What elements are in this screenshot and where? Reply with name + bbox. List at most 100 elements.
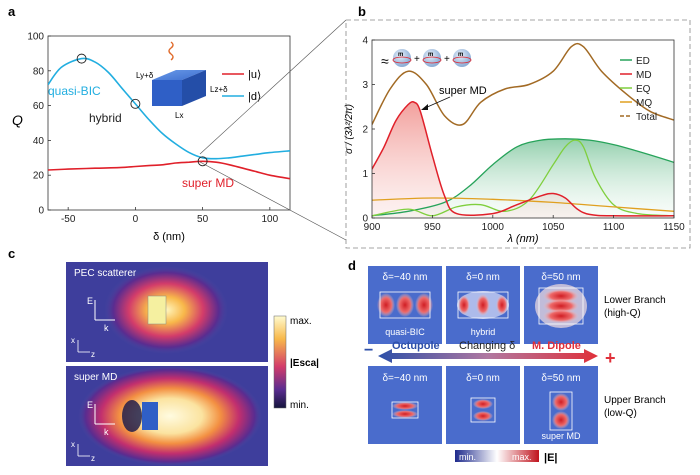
x-axis-label-2: x	[71, 440, 75, 449]
changing-delta-arrow: − + Octupole Changing δ M. Dipole	[364, 340, 616, 368]
legend-u-label: |u⟩	[248, 69, 261, 81]
incident-wave-icon	[169, 42, 173, 60]
m-dipole-label: M. Dipole	[532, 340, 581, 352]
x-tick-label: 1150	[663, 222, 685, 233]
top-label-1: δ=−40 nm	[382, 272, 427, 283]
y-tick-label: 4	[362, 36, 368, 47]
inset-label-lx: Lx	[175, 111, 183, 120]
z-axis-label-2: z	[91, 454, 95, 463]
panel-b-xlabel: λ (nm)	[506, 233, 538, 245]
x-tick-label: 1100	[603, 222, 625, 233]
inset-label-lz: Lz+δ	[210, 85, 228, 94]
legend-label-total: Total	[636, 112, 657, 123]
y-tick-label: 60	[33, 101, 45, 112]
y-tick-label: 2	[362, 125, 368, 136]
colorbar-c-max: max.	[290, 316, 312, 327]
e-label-2: E	[87, 400, 93, 410]
panel-a-ylabel: Q	[12, 112, 23, 128]
lobe	[476, 294, 490, 316]
lower-branch-row: δ=−40 nm quasi-BIC δ=0 nm hybrid δ=50 nm…	[368, 266, 666, 344]
panel-c-colorbar: max. min. |Esca|	[274, 316, 319, 411]
y-tick-label: 100	[27, 32, 44, 43]
smd-cube	[142, 402, 158, 430]
top-name-2: hybrid	[471, 327, 496, 337]
x-tick-label: 50	[197, 214, 209, 225]
inset-label-ly: Ly+δ	[136, 71, 154, 80]
x-axis-label: x	[71, 336, 75, 345]
bottom-label-3: δ=50 nm	[541, 373, 580, 384]
panel-b-chart: 900 950 1000 1050 1100 1150 0 1 2 3 4 σ / (3λ²/2π)…	[344, 36, 685, 246]
colorbar-c-label: |Esca|	[290, 358, 319, 369]
lobe	[473, 399, 493, 409]
colorbar-d-label: |E|	[544, 452, 558, 464]
plus-sign: +	[605, 348, 616, 368]
plus-symbol-2: +	[444, 54, 450, 65]
k-label: k	[104, 323, 109, 333]
changing-delta-label: Changing δ	[459, 340, 515, 352]
panel-d-colorbar: min. max. |E|	[455, 450, 558, 464]
top-name-1: quasi-BIC	[385, 327, 425, 337]
legend-label-ed: ED	[636, 56, 650, 67]
annotation-hybrid: hybrid	[89, 111, 122, 125]
pec-cube	[148, 296, 166, 324]
zoom-connector-bottom	[200, 162, 346, 240]
cube-front	[152, 80, 182, 106]
lobe	[458, 295, 470, 315]
y-tick-label: 80	[33, 66, 45, 77]
annotation-quasi-bic: quasi-BIC	[48, 84, 101, 98]
z-axis-label: z	[91, 350, 95, 359]
pec-field-map: PEC scatterer E k x z	[66, 262, 268, 362]
lower-branch-sub: (high-Q)	[604, 308, 641, 319]
y-tick-label: 40	[33, 136, 45, 147]
bottom-label-2: δ=0 nm	[466, 373, 500, 384]
figure-canvas: a -50 0 50 100020406080100 Q δ (nm) quasi-B…	[0, 0, 700, 470]
lobe	[396, 293, 414, 317]
panel-b-ylabel: σ / (3λ²/2π)	[344, 104, 355, 154]
multipole-icons: ≈ m + m + m	[381, 49, 471, 69]
annotation-super-md: super MD	[182, 176, 234, 190]
top-label-2: δ=0 nm	[466, 272, 500, 283]
minus-sign: −	[364, 342, 373, 359]
y-tick-label: 1	[362, 169, 368, 180]
lobe	[473, 411, 493, 421]
legend-d-label: |d⟩	[248, 91, 261, 103]
panel-label-c: c	[8, 246, 15, 261]
x-tick-label: 950	[424, 222, 441, 233]
y-tick-label: 0	[362, 214, 368, 225]
legend-label-eq: EQ	[636, 84, 651, 95]
lower-branch-label: Lower Branch	[604, 295, 666, 306]
panel-b-legend: ED MD EQ MQ Total	[620, 56, 657, 123]
colorbar-c-min: min.	[290, 400, 309, 411]
panel-b-annotation: super MD	[439, 85, 487, 97]
inset-cube: Ly+δ Lz+δ Lx	[136, 42, 228, 120]
annotation-arrowhead	[421, 104, 428, 110]
series-u-line	[48, 161, 290, 178]
smd-label: super MD	[74, 372, 117, 383]
e-label: E	[87, 296, 93, 306]
y-tick-label: 0	[38, 206, 44, 217]
lobe	[392, 402, 418, 410]
smd-shadow	[122, 400, 142, 432]
legend-label-md: MD	[636, 70, 652, 81]
panel-label-d: d	[348, 258, 356, 273]
lobe	[552, 411, 570, 429]
x-tick-label: 1050	[542, 222, 565, 233]
super-md-field-map: super MD E k x z	[66, 366, 268, 466]
colorbar-d-min: min.	[459, 452, 476, 462]
upper-branch-row: δ=−40 nm δ=0 nm δ=50 nm super MD Upper B…	[368, 366, 666, 444]
panel-a-chart: -50 0 50 100020406080100 Q δ (nm) quasi-BIC…	[12, 32, 290, 244]
panel-label-a: a	[8, 4, 16, 19]
bottom-label-1: δ=−40 nm	[382, 373, 427, 384]
lobe	[543, 309, 579, 323]
x-tick-label: 0	[133, 214, 139, 225]
lobe	[552, 393, 570, 411]
annotation-arrow	[425, 97, 450, 108]
x-tick-label: 1000	[482, 222, 505, 233]
panel-label-b: b	[358, 4, 366, 19]
x-tick-label: 100	[261, 214, 278, 225]
colorbar-c	[274, 316, 286, 408]
bottom-name-3: super MD	[541, 431, 581, 441]
y-tick-label: 3	[362, 80, 368, 91]
lobe	[392, 410, 418, 418]
k-label-2: k	[104, 427, 109, 437]
